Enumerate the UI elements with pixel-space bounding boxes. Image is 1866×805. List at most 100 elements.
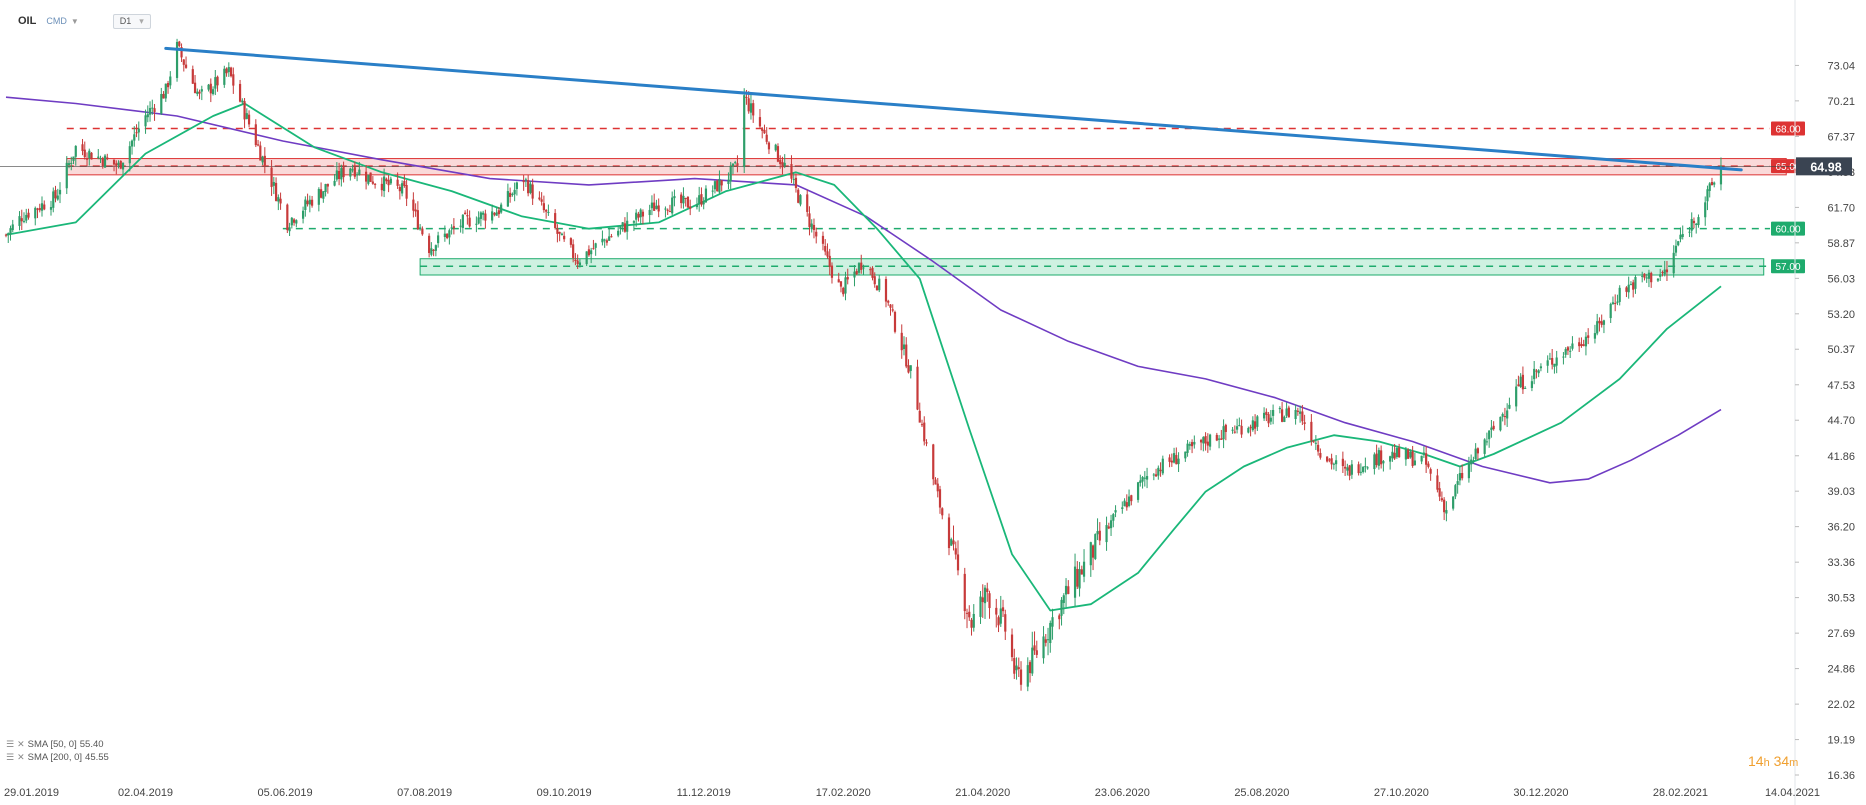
settings-icon[interactable]: ☰: [6, 752, 15, 762]
candle-bear: [398, 186, 401, 192]
candle-bear: [1566, 347, 1570, 351]
candle-bear: [166, 83, 170, 88]
candle-bear: [986, 588, 989, 592]
settings-icon[interactable]: ☰: [6, 739, 15, 749]
candle-bull: [671, 197, 674, 214]
indicator-sma50[interactable]: ☰ ✕ SMA [50, 0] 55.40: [6, 739, 104, 750]
candle-bull: [1377, 450, 1380, 466]
candle-bull: [1452, 496, 1455, 509]
indicator-sma200[interactable]: ☰ ✕ SMA [200, 0] 45.55: [6, 752, 109, 763]
candle-bull: [99, 158, 102, 160]
y-tick-label: 19.19: [1827, 735, 1855, 747]
timeframe-select[interactable]: D1 ▾: [112, 13, 151, 29]
close-icon[interactable]: ✕: [17, 739, 25, 749]
market-dropdown-icon[interactable]: ▼: [70, 16, 79, 26]
candle-bull: [117, 162, 120, 166]
candle-bear: [27, 212, 30, 218]
candle-bull: [214, 77, 217, 89]
candle-bull: [1051, 617, 1054, 627]
candle-bear: [1650, 272, 1653, 283]
close-icon[interactable]: ✕: [17, 752, 25, 762]
candle-bear: [531, 184, 534, 199]
candle-bear: [1330, 458, 1333, 465]
candle-bull: [682, 195, 685, 204]
candle-bear: [855, 270, 858, 275]
candle-bear: [1035, 650, 1038, 655]
candle-bull: [560, 233, 564, 236]
sma200-line: [5, 96, 1722, 484]
y-tick-label: 73.04: [1827, 60, 1855, 72]
timer-hours: 14: [1748, 753, 1764, 769]
candle-bear: [468, 217, 471, 227]
candle-bear: [947, 517, 951, 549]
candle-bull: [1524, 387, 1527, 389]
candle-bull: [857, 263, 861, 273]
candle-bear: [112, 159, 116, 165]
y-tick-label: 47.53: [1827, 380, 1855, 392]
candle-bear: [193, 82, 197, 94]
y-tick-label: 39.03: [1827, 486, 1855, 498]
candle-bull: [401, 183, 404, 194]
candle-countdown: 14h 34m: [1748, 753, 1798, 769]
candle-bear: [826, 251, 829, 257]
candle-bull: [1089, 542, 1092, 566]
candle-bull: [1314, 442, 1317, 444]
candle-bull: [1508, 404, 1511, 409]
candle-bull: [1294, 409, 1297, 420]
candle-bull: [1681, 233, 1684, 237]
candle-bear: [527, 180, 530, 194]
level-tag: [1771, 259, 1805, 274]
candle-bull: [340, 168, 343, 180]
candle-bear: [1220, 438, 1223, 440]
candle-bear: [842, 287, 845, 295]
candle-bull: [1708, 183, 1711, 191]
candle-bear: [1398, 447, 1401, 458]
candle-bear: [493, 213, 496, 215]
candle-bull: [1161, 458, 1164, 474]
candle-bear: [286, 204, 289, 231]
candle-bear: [653, 202, 656, 211]
candle-bull: [349, 168, 352, 177]
candle-bear: [610, 236, 613, 238]
candle-bull: [950, 539, 953, 546]
candle-bull: [844, 277, 847, 294]
candle-bear: [1317, 444, 1320, 452]
candle-bull: [972, 613, 975, 628]
candle-bear: [1580, 344, 1583, 346]
y-tick-label: 27.69: [1827, 628, 1855, 640]
candle-bear: [135, 132, 138, 134]
candle-bear: [1107, 526, 1110, 529]
candle-bull: [1364, 466, 1367, 468]
candle-bull: [608, 236, 611, 241]
y-tick-label: 56.03: [1827, 273, 1855, 285]
y-tick-label: 16.36: [1827, 770, 1855, 782]
candle-bull: [358, 169, 361, 175]
candle-bull: [1672, 252, 1675, 274]
candle-bull: [1143, 477, 1146, 479]
x-tick-label: 02.04.2019: [118, 787, 173, 799]
candle-bull: [461, 214, 464, 228]
candle-bull: [1123, 500, 1126, 507]
candle-bear: [1535, 370, 1538, 372]
market-label[interactable]: CMD: [46, 16, 67, 26]
candle-bear: [572, 244, 575, 258]
candle-bull: [664, 208, 667, 210]
candle-bear: [414, 209, 417, 212]
candle-bear: [1044, 639, 1047, 643]
candle-bull: [70, 162, 73, 164]
candle-bull: [1127, 496, 1131, 507]
candle-bull: [639, 209, 642, 218]
x-tick-label: 09.10.2019: [537, 787, 592, 799]
x-tick-label: 17.02.2020: [816, 787, 871, 799]
candle-bear: [1600, 321, 1603, 325]
candle-bull: [72, 156, 75, 161]
candle-bear: [997, 617, 1000, 626]
candle-bear: [781, 162, 784, 168]
candle-bear: [812, 224, 816, 230]
candle-bull: [1015, 665, 1018, 671]
candle-bull: [1382, 461, 1385, 464]
candle-bear: [1598, 320, 1601, 324]
candle-bull: [133, 134, 136, 141]
candle-bear: [761, 128, 764, 131]
